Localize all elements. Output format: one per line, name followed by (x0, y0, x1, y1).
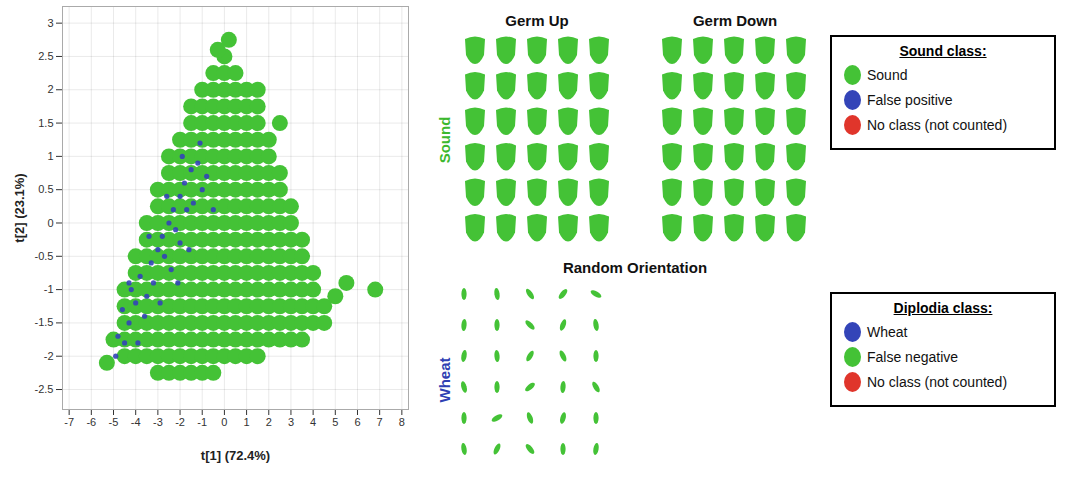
svg-text:6: 6 (354, 416, 360, 428)
svg-text:-4: -4 (131, 416, 141, 428)
html-text:Diplodia class:: Diplodia class: (893, 300, 993, 316)
svg-text:2: 2 (266, 416, 272, 428)
svg-text:0.5: 0.5 (38, 183, 53, 195)
html-text:False positive: False positive (867, 92, 953, 108)
svg-text:Random Orientation: Random Orientation (563, 259, 707, 276)
svg-text:-1.5: -1.5 (35, 316, 54, 328)
svg-text:-0.5: -0.5 (35, 250, 54, 262)
svg-text:Germ Down: Germ Down (693, 12, 777, 29)
svg-text:0: 0 (47, 217, 53, 229)
svg-text:-7: -7 (64, 416, 74, 428)
svg-text:7: 7 (377, 416, 383, 428)
svg-text:3: 3 (47, 17, 53, 29)
svg-text:Wheat: Wheat (436, 357, 453, 402)
html-text:Sound class:: Sound class: (899, 43, 987, 59)
svg-text:1.5: 1.5 (38, 117, 53, 129)
html-text:Sound: Sound (867, 67, 908, 83)
html-text:No class (not counted): No class (not counted) (867, 117, 1008, 133)
svg-text:0: 0 (221, 416, 227, 428)
svg-text:8: 8 (399, 416, 405, 428)
svg-text:t[1] (72.4%): t[1] (72.4%) (201, 448, 270, 463)
svg-text:-3: -3 (153, 416, 163, 428)
svg-text:-2.5: -2.5 (35, 383, 54, 395)
svg-text:-1: -1 (197, 416, 207, 428)
svg-text:1: 1 (244, 416, 250, 428)
svg-text:4: 4 (310, 416, 316, 428)
svg-text:-5: -5 (109, 416, 119, 428)
svg-text:5: 5 (332, 416, 338, 428)
svg-text:-2: -2 (175, 416, 185, 428)
svg-text:Sound: Sound (436, 117, 453, 164)
svg-text:1: 1 (47, 150, 53, 162)
html-text:False negative: False negative (867, 349, 959, 365)
svg-text:3: 3 (288, 416, 294, 428)
svg-text:2: 2 (47, 83, 53, 95)
svg-text:t[2] (23.1%): t[2] (23.1%) (12, 173, 27, 242)
html-text:Wheat: Wheat (867, 324, 908, 340)
svg-text:2.5: 2.5 (38, 50, 53, 62)
svg-text:Germ Up: Germ Up (505, 12, 568, 29)
svg-text:-6: -6 (86, 416, 96, 428)
html-text:No class (not counted): No class (not counted) (867, 374, 1008, 390)
svg-text:-2: -2 (44, 350, 54, 362)
svg-text:-1: -1 (44, 283, 54, 295)
